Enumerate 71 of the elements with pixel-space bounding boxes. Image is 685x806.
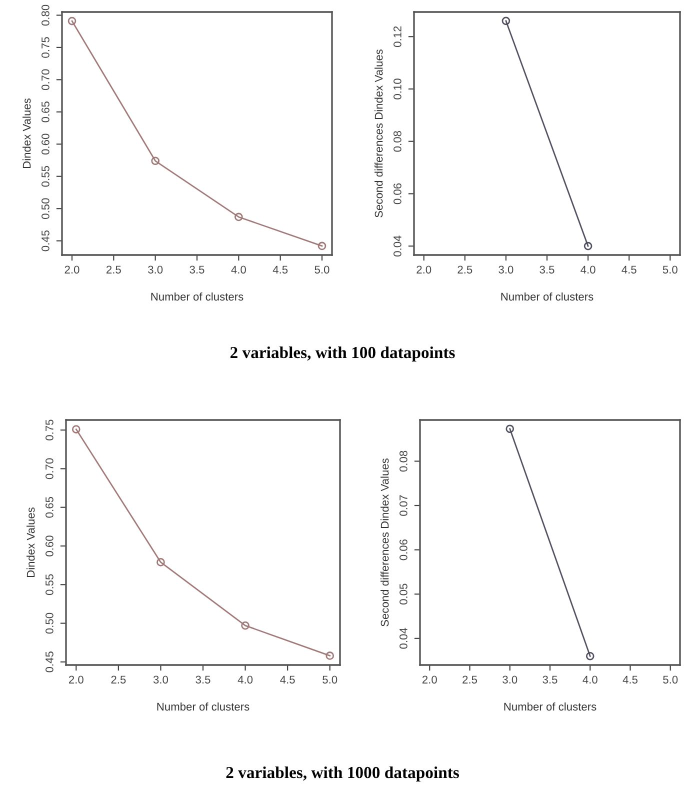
y-tick-label: 0.07: [400, 495, 408, 516]
x-tick-label: 4.0: [231, 266, 246, 274]
y-tick-label: 0.05: [400, 584, 408, 604]
y-tick-label: 0.75: [42, 37, 50, 58]
y-tick-label: 0.04: [400, 628, 408, 649]
y-tick-label: 0.70: [46, 458, 54, 480]
y-tick-label: 0.60: [42, 134, 50, 155]
y-tick-label: 0.12: [394, 26, 402, 47]
x-tick-label: 2.5: [458, 266, 472, 274]
x-tick-label: 5.0: [314, 266, 330, 274]
x-tick-label: 3.0: [502, 676, 518, 684]
y-axis-title: Second differences Dindex Values: [374, 49, 383, 218]
y-tick-label: 0.06: [394, 183, 402, 204]
x-tick-label: 3.0: [153, 676, 168, 684]
y-tick-label: 0.04: [394, 236, 402, 256]
x-tick-label: 4.5: [622, 676, 638, 684]
y-tick-label: 0.60: [46, 536, 54, 556]
y-tick-label: 0.55: [46, 574, 54, 595]
x-tick-label: 3.5: [540, 266, 554, 274]
y-tick-label: 0.80: [42, 4, 50, 26]
y-tick-label: 0.45: [42, 230, 50, 252]
x-tick-label: 5.0: [663, 676, 678, 684]
point: [241, 621, 250, 630]
x-tick-label: 2.0: [64, 266, 80, 274]
x-tick-label: 2.5: [106, 266, 121, 274]
y-tick-label: 0.08: [400, 450, 408, 472]
x-tick-label: 3.0: [498, 266, 514, 274]
y-tick-label: 0.50: [42, 198, 50, 219]
x-axis-title: Number of clusters: [501, 292, 594, 301]
x-axis-title: Number of clusters: [157, 702, 250, 711]
x-tick-label: 3.0: [148, 266, 163, 274]
x-tick-label: 2.0: [416, 266, 432, 274]
point: [326, 652, 334, 660]
x-tick-label: 4.0: [582, 676, 598, 684]
x-tick-label: 2.0: [68, 676, 84, 684]
y-tick-label: 0.10: [394, 78, 402, 100]
y-tick-label: 0.65: [46, 496, 54, 518]
x-axis-title: Number of clusters: [504, 702, 596, 711]
y-tick-label: 0.75: [46, 420, 54, 440]
y-tick-label: 0.50: [46, 612, 54, 634]
x-tick-label: 4.5: [272, 266, 288, 274]
x-tick-label: 2.0: [422, 676, 437, 684]
y-tick-label: 0.08: [394, 131, 402, 152]
x-axis-title: Number of clusters: [151, 292, 244, 301]
y-axis-title: Second differences Dindex Values: [380, 458, 389, 626]
y-tick-label: 0.55: [42, 166, 50, 187]
x-tick-label: 3.5: [190, 266, 204, 274]
y-tick-label: 0.45: [46, 652, 54, 672]
point: [72, 425, 80, 434]
x-tick-label: 2.5: [111, 676, 126, 684]
y-axis-title: Dindex Values: [26, 507, 35, 577]
point: [68, 16, 76, 26]
x-tick-label: 3.5: [196, 676, 210, 684]
x-tick-label: 3.5: [542, 676, 558, 684]
x-tick-label: 4.0: [580, 266, 596, 274]
y-tick-label: 0.70: [42, 69, 50, 90]
x-tick-label: 4.5: [280, 676, 295, 684]
x-tick-label: 2.5: [462, 676, 478, 684]
x-tick-label: 5.0: [662, 266, 678, 274]
point: [318, 242, 326, 250]
y-tick-label: 0.65: [42, 102, 50, 122]
y-tick-label: 0.06: [400, 539, 408, 560]
text: 2 variables, with 1000 datapoints: [226, 766, 460, 782]
point: [151, 156, 160, 166]
text: 2 variables, with 100 datapoints: [230, 346, 455, 362]
x-tick-label: 5.0: [322, 676, 338, 684]
x-tick-label: 4.0: [238, 676, 253, 684]
point: [234, 212, 243, 222]
x-tick-label: 4.5: [622, 266, 636, 274]
point: [156, 558, 165, 566]
y-axis-title: Dindex Values: [22, 98, 31, 168]
